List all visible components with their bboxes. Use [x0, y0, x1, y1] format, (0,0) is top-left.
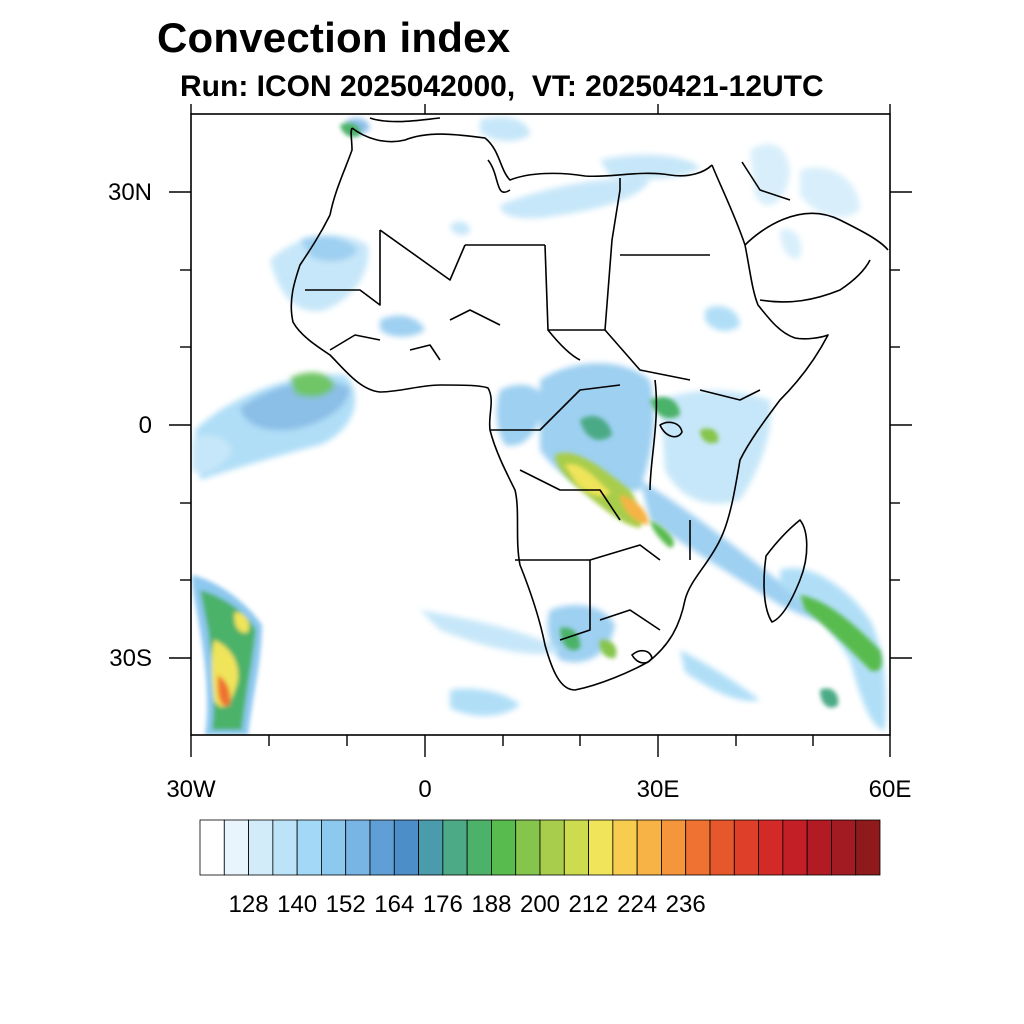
lat-label-30n: 30N: [108, 179, 152, 206]
convection-field: [192, 116, 887, 735]
colorbar-swatch: [563, 819, 589, 876]
axis-labels: 30N 0 30S 30W 0 30E 60E: [108, 179, 911, 803]
colorbar-swatch: [345, 819, 371, 876]
colorbar-swatch: [418, 819, 444, 876]
lon-label-0: 0: [418, 776, 431, 803]
colorbar-labels: 128 140 152 164 176 188 200 212 224 236: [229, 891, 706, 918]
colorbar-swatch: [369, 819, 395, 876]
colorbar-tick-label: 164: [374, 891, 414, 918]
colorbar-swatch: [709, 819, 735, 876]
coastline-boundaries: [290, 117, 889, 691]
colorbar-tick-label: 128: [229, 891, 269, 918]
colorbar-swatch: [831, 819, 857, 876]
colorbar-swatch: [466, 819, 492, 876]
colorbar-swatch: [782, 819, 808, 876]
run-subtitle: Run: ICON 2025042000, VT: 20250421-12UTC: [180, 70, 824, 103]
page-title: Convection index: [157, 14, 511, 61]
colorbar-swatch: [515, 819, 541, 876]
colorbar-swatch: [685, 819, 711, 876]
colorbar-swatch: [636, 819, 662, 876]
colorbar-tick-label: 236: [666, 891, 706, 918]
colorbar-swatch: [855, 819, 881, 876]
colorbar-swatch: [661, 819, 687, 876]
colorbar-swatch: [223, 819, 249, 876]
colorbar-tick-label: 176: [423, 891, 463, 918]
colorbar-swatch: [272, 819, 298, 876]
colorbar: [199, 819, 881, 876]
colorbar-swatch: [491, 819, 517, 876]
colorbar-swatch: [733, 819, 759, 876]
lon-label-30w: 30W: [166, 776, 216, 803]
colorbar-tick-label: 140: [277, 891, 317, 918]
lat-label-30s: 30S: [109, 645, 152, 672]
colorbar-swatch: [442, 819, 468, 876]
colorbar-swatch: [758, 819, 784, 876]
colorbar-swatch: [393, 819, 419, 876]
colorbar-swatch: [539, 819, 565, 876]
colorbar-swatch: [612, 819, 638, 876]
colorbar-tick-label: 188: [471, 891, 511, 918]
lon-label-60e: 60E: [869, 776, 912, 803]
colorbar-swatch: [296, 819, 322, 876]
colorbar-tick-label: 224: [617, 891, 657, 918]
lat-label-0: 0: [139, 412, 152, 439]
colorbar-tick-label: 152: [326, 891, 366, 918]
colorbar-swatch: [199, 819, 225, 876]
lon-label-30e: 30E: [637, 776, 680, 803]
axis-ticks: [169, 104, 912, 757]
colorbar-swatch: [321, 819, 347, 876]
colorbar-swatch: [248, 819, 274, 876]
colorbar-swatch: [806, 819, 832, 876]
colorbar-tick-label: 212: [569, 891, 609, 918]
colorbar-swatch: [588, 819, 614, 876]
colorbar-tick-label: 200: [520, 891, 560, 918]
